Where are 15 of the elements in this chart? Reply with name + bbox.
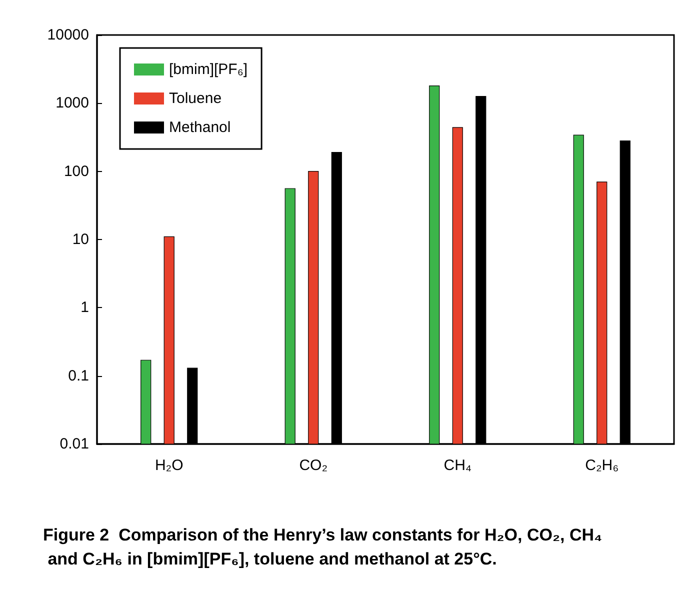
- y-tick-label: 0.1: [68, 367, 89, 384]
- y-tick-label: 1: [80, 299, 89, 316]
- y-tick-label: 10000: [47, 26, 89, 44]
- legend-label: [bmim][PF₆]: [169, 61, 248, 78]
- text: Figure 2 Comparison of the Henry’s law constants for H₂O, CO₂, CH₄ and C₂H₆ in [bmim][PF₆], toluene and methanol at 25°C.: [43, 526, 602, 568]
- x-tick-label: CH₄: [444, 457, 472, 474]
- x-tick-label: CO₂: [299, 457, 328, 474]
- y-tick-label: 10: [72, 231, 89, 248]
- legend-label: Methanol: [169, 119, 231, 136]
- x-tick-label: C₂H₆: [585, 457, 619, 474]
- legend-label: Toluene: [169, 90, 222, 107]
- y-tick-label: 1000: [56, 94, 89, 112]
- y-tick-label: 100: [64, 162, 89, 180]
- x-tick-label: H₂O: [154, 457, 184, 474]
- y-tick-label: 0.01: [60, 436, 89, 452]
